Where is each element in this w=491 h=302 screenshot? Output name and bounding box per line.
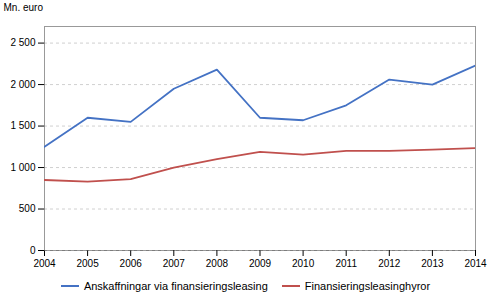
svg-text:0: 0 [30, 245, 36, 256]
svg-text:2014: 2014 [464, 258, 487, 269]
svg-text:2010: 2010 [292, 258, 315, 269]
svg-text:2 000: 2 000 [10, 79, 35, 90]
svg-text:2007: 2007 [163, 258, 186, 269]
svg-text:500: 500 [19, 203, 36, 214]
svg-text:Mn. euro: Mn. euro [4, 2, 44, 13]
svg-text:2005: 2005 [76, 258, 99, 269]
svg-text:1 500: 1 500 [10, 120, 35, 131]
svg-text:2012: 2012 [378, 258, 401, 269]
svg-text:2008: 2008 [206, 258, 229, 269]
svg-text:2009: 2009 [249, 258, 272, 269]
svg-text:2 500: 2 500 [10, 37, 35, 48]
html-text:Anskaffningar via finansiering: Anskaffningar via finansieringsleasing [83, 280, 268, 292]
svg-text:2004: 2004 [33, 258, 56, 269]
svg-text:1 000: 1 000 [10, 162, 35, 173]
svg-text:2011: 2011 [335, 258, 357, 269]
html-text:Finansieringsleasinghyror: Finansieringsleasinghyror [304, 280, 431, 292]
svg-text:2013: 2013 [421, 258, 444, 269]
svg-text:2006: 2006 [120, 258, 143, 269]
